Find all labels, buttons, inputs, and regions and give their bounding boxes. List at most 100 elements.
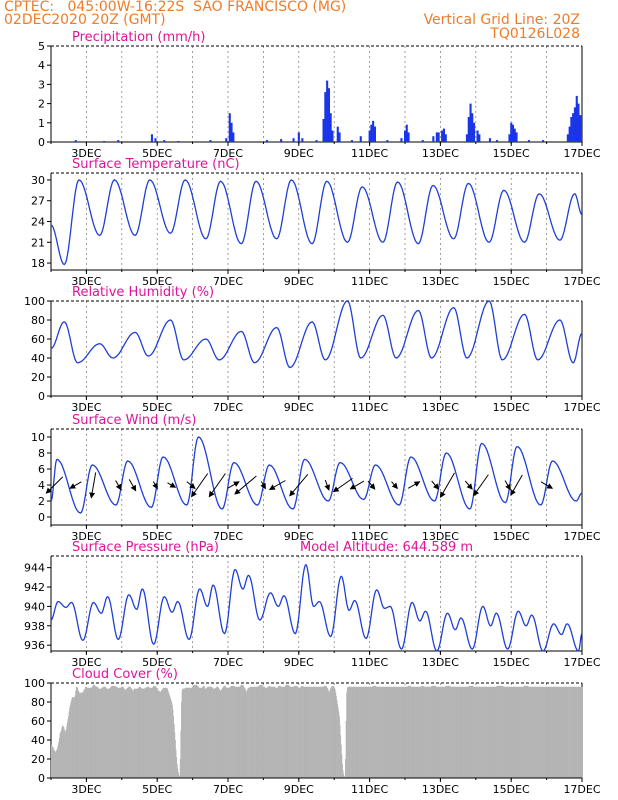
wind-vector [391, 481, 398, 490]
x-tick-label: 13DEC [422, 147, 459, 160]
cloud-cover-bar [443, 686, 445, 778]
cloud-cover-bar [354, 686, 356, 778]
cloud-cover-bar [76, 686, 78, 778]
cloud-cover-bar [527, 685, 529, 778]
cloud-cover-bar [386, 686, 388, 778]
cloud-cover-bar [507, 686, 509, 778]
cloud-cover-bar [493, 686, 495, 778]
cloud-cover-bar [562, 686, 564, 778]
cloud-cover-bar [564, 686, 566, 778]
cloud-cover-bar [56, 749, 58, 778]
cloud-cover-bar [333, 686, 335, 778]
cloud-cover-bar [392, 686, 394, 778]
cloud-cover-bar [117, 687, 119, 779]
cloud-cover-bar [561, 686, 563, 778]
cloud-cover-bar [456, 686, 458, 778]
cloud-cover-bar [208, 686, 210, 778]
precipitation-bar [432, 136, 435, 142]
cloud-cover-bar [174, 740, 176, 778]
precipitation-bar [404, 130, 407, 142]
cloud-cover-bar [161, 689, 163, 778]
x-tick-label: 15DEC [493, 147, 530, 160]
cloud-cover-bar [213, 688, 215, 778]
cloud-cover-bar [377, 686, 379, 778]
cloud-cover-bar [512, 686, 514, 778]
cloud-cover-bar [376, 686, 378, 778]
x-tick-label: 9DEC [284, 401, 314, 414]
cloud-cover-bar [339, 724, 341, 778]
wind-vector [234, 475, 257, 495]
cloud-cover-bar [124, 689, 126, 778]
cloud-cover-bar [495, 686, 497, 778]
y-tick-label: 1 [38, 117, 45, 130]
cloud-cover-bar [241, 684, 243, 778]
cloud-cover-bar [547, 686, 549, 778]
y-tick-label: 4 [38, 479, 45, 492]
precipitation-bar [469, 103, 472, 142]
cloud-cover-bar [446, 685, 448, 778]
wind-vector [128, 479, 137, 492]
cloud-cover-bar [77, 687, 79, 779]
cloud-cover-bar [470, 685, 472, 778]
cloud-cover-bar [538, 686, 540, 778]
cloud-cover-bar [210, 686, 212, 778]
cloud-cover-bar [264, 686, 266, 778]
cloud-cover-bar [171, 702, 173, 778]
cloud-cover-bar [485, 686, 487, 778]
cloud-cover-bar [192, 685, 194, 778]
cloud-cover-bar [272, 686, 274, 778]
cloud-cover-bar [558, 686, 560, 778]
cloud-cover-bar [301, 685, 303, 778]
cloud-cover-bar [331, 686, 332, 778]
cloud-cover-bar [108, 688, 110, 778]
cloud-cover-bar [434, 685, 436, 778]
cloud-cover-bar [179, 776, 181, 778]
cloud-cover-bar [227, 687, 229, 779]
cloud-cover-bar [64, 730, 66, 778]
cloud-cover-bar [179, 759, 181, 778]
cloud-cover-bar [67, 719, 69, 778]
cloud-cover-bar [66, 726, 68, 778]
cloud-cover-bar [206, 687, 208, 779]
cloud-cover-bar [417, 686, 419, 778]
cloud-cover-bar [118, 687, 120, 779]
cloud-cover-bar [121, 686, 123, 778]
cloud-cover-bar [496, 685, 498, 778]
cloud-cover-bar [86, 687, 88, 779]
cloud-cover-bar [65, 730, 67, 778]
x-tick-label: 15DEC [493, 530, 530, 543]
precipitation-bar [230, 122, 233, 142]
cloud-cover-bar [337, 707, 339, 778]
cloud-cover-bar [233, 685, 235, 778]
cloud-cover-bar [222, 686, 224, 778]
cloud-cover-bar [91, 686, 93, 778]
cloud-cover-bar [142, 688, 144, 778]
x-tick-label: 15DEC [493, 401, 530, 414]
cloud-cover-bar [261, 684, 263, 778]
cloud-cover-bar [228, 687, 230, 779]
cloud-cover-bar [146, 686, 148, 778]
cloud-cover-bar [393, 686, 394, 778]
cloud-cover-bar [515, 686, 517, 778]
cloud-cover-bar [168, 694, 170, 778]
cloud-cover-bar [486, 686, 487, 778]
cloud-cover-bar [477, 686, 479, 778]
cloud-cover-bar [419, 686, 421, 778]
cloud-cover-bar [504, 686, 506, 778]
wind-vector [464, 480, 473, 490]
wind-vector [167, 482, 177, 488]
cloud-cover-bar [349, 686, 351, 778]
cloud-cover-bar [126, 688, 128, 778]
cloud-cover-bar [580, 686, 582, 778]
x-tick-label: 15DEC [493, 656, 530, 669]
cloud-cover-bar [516, 686, 518, 778]
cloud-cover-bar [270, 686, 272, 778]
precipitation-bar [513, 128, 516, 142]
cloud-cover-bar [70, 702, 72, 778]
cloud-cover-bar [464, 686, 466, 778]
wind-vector [191, 473, 209, 498]
cloud-cover-bar [120, 687, 122, 779]
cloud-cover-bar [125, 688, 127, 778]
cloud-cover-bar [334, 689, 336, 778]
cloud-cover-bar [74, 695, 76, 778]
